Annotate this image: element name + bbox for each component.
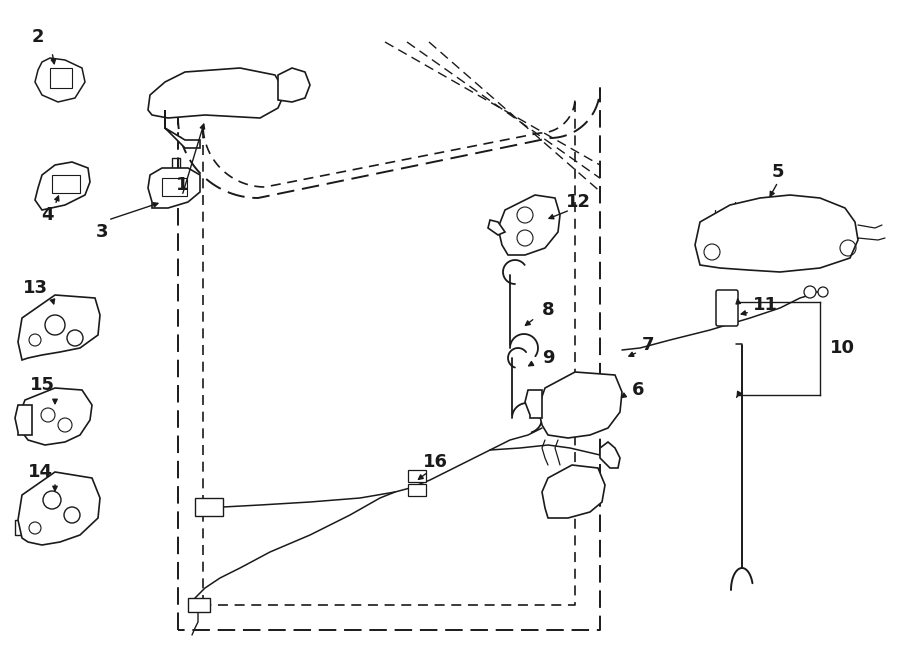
Text: 6: 6 bbox=[632, 381, 644, 399]
Text: 3: 3 bbox=[95, 223, 108, 241]
Text: 8: 8 bbox=[542, 301, 554, 319]
Polygon shape bbox=[525, 390, 542, 418]
Bar bbox=[195, 498, 223, 516]
Polygon shape bbox=[278, 68, 310, 102]
Text: 12: 12 bbox=[565, 193, 590, 211]
Polygon shape bbox=[600, 442, 620, 468]
Polygon shape bbox=[35, 58, 85, 102]
Bar bbox=[52, 175, 80, 193]
Polygon shape bbox=[538, 372, 622, 438]
Polygon shape bbox=[18, 295, 100, 360]
Polygon shape bbox=[165, 110, 200, 148]
Polygon shape bbox=[695, 195, 858, 272]
Polygon shape bbox=[15, 405, 32, 435]
Bar bbox=[408, 484, 426, 496]
Polygon shape bbox=[542, 465, 605, 518]
Polygon shape bbox=[35, 162, 90, 210]
Polygon shape bbox=[18, 472, 100, 545]
Text: 2: 2 bbox=[32, 28, 44, 46]
Text: 5: 5 bbox=[772, 163, 784, 181]
Polygon shape bbox=[488, 220, 505, 235]
Polygon shape bbox=[18, 388, 92, 445]
Text: 13: 13 bbox=[22, 279, 48, 297]
Polygon shape bbox=[148, 68, 285, 118]
Text: 14: 14 bbox=[28, 463, 52, 481]
Text: 1: 1 bbox=[176, 176, 188, 194]
Bar bbox=[408, 470, 426, 482]
Text: 11: 11 bbox=[752, 296, 778, 314]
Bar bbox=[188, 598, 210, 612]
Text: 15: 15 bbox=[30, 376, 55, 394]
Text: 4: 4 bbox=[40, 206, 53, 224]
Text: 16: 16 bbox=[422, 453, 447, 471]
Text: 10: 10 bbox=[830, 339, 854, 357]
Text: 7: 7 bbox=[642, 336, 654, 354]
Polygon shape bbox=[498, 195, 560, 255]
Circle shape bbox=[818, 287, 828, 297]
Bar bbox=[162, 178, 187, 196]
Circle shape bbox=[804, 286, 816, 298]
Text: 9: 9 bbox=[542, 349, 554, 367]
FancyBboxPatch shape bbox=[716, 290, 738, 326]
Bar bbox=[50, 68, 72, 88]
Polygon shape bbox=[148, 168, 200, 208]
